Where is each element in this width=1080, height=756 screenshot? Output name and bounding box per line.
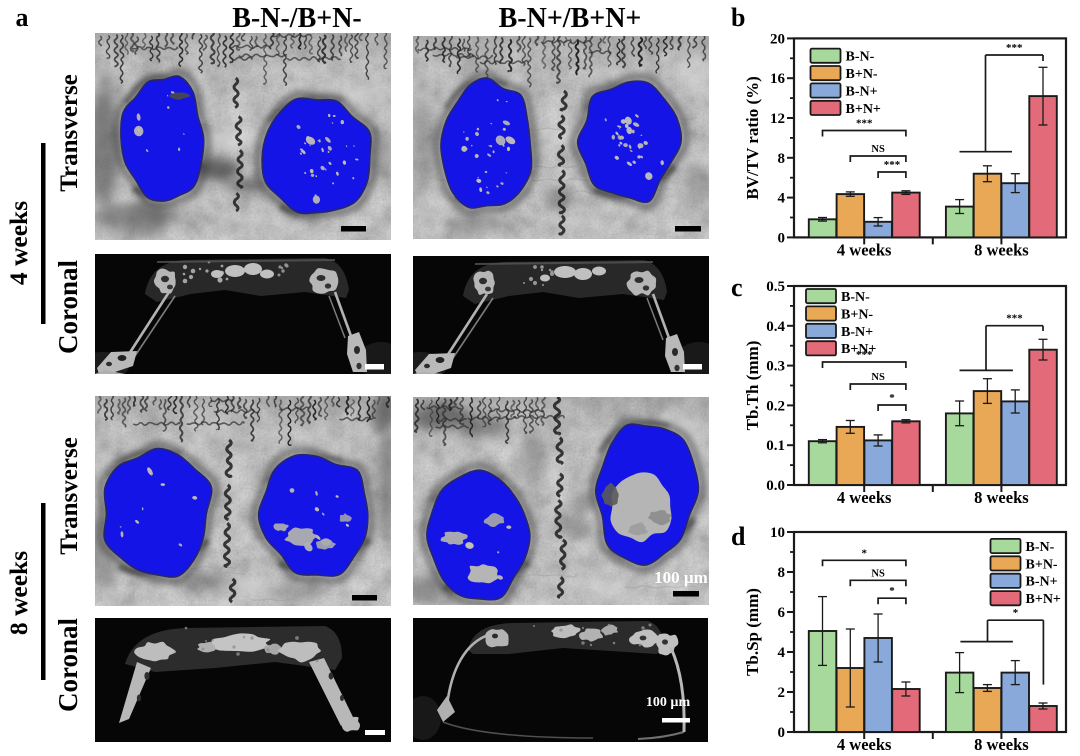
svg-text:2: 2 — [778, 685, 786, 701]
svg-text:16: 16 — [770, 71, 786, 87]
svg-text:0: 0 — [778, 230, 786, 246]
svg-text:b: b — [731, 3, 745, 32]
svg-text:*: * — [861, 547, 867, 559]
svg-text:0.2: 0.2 — [766, 398, 785, 414]
svg-text:B-N+: B-N+ — [841, 325, 873, 340]
svg-text:Transverse: Transverse — [56, 74, 83, 192]
svg-text:***: *** — [1006, 313, 1023, 325]
svg-text:B+N-: B+N- — [1026, 557, 1058, 572]
svg-text:6: 6 — [778, 605, 786, 621]
svg-text:*: * — [889, 585, 895, 597]
svg-text:Transverse: Transverse — [56, 437, 83, 555]
svg-text:BV/TV ratio (%): BV/TV ratio (%) — [743, 76, 762, 199]
svg-text:B-N+/B+N+: B-N+/B+N+ — [499, 3, 642, 34]
svg-text:10: 10 — [770, 525, 785, 541]
svg-text:0: 0 — [778, 725, 786, 741]
svg-text:***: *** — [856, 349, 873, 361]
svg-text:B+N-: B+N- — [841, 307, 873, 322]
svg-text:B-N+: B-N+ — [1026, 575, 1058, 590]
svg-text:4 weeks: 4 weeks — [837, 735, 892, 754]
svg-text:B+N+: B+N+ — [846, 102, 881, 117]
svg-text:B+N-: B+N- — [846, 67, 878, 82]
svg-text:100 µm: 100 µm — [654, 568, 708, 587]
svg-text:4 weeks: 4 weeks — [837, 488, 892, 507]
svg-text:*: * — [1013, 607, 1019, 619]
svg-text:B+N+: B+N+ — [841, 342, 876, 357]
svg-text:Tb.Sp (mm): Tb.Sp (mm) — [743, 588, 762, 676]
svg-text:a: a — [16, 3, 29, 32]
svg-text:B-N+: B-N+ — [846, 84, 878, 99]
svg-text:20: 20 — [770, 31, 785, 47]
svg-text:Coronal: Coronal — [53, 617, 83, 712]
svg-text:12: 12 — [770, 111, 785, 127]
svg-text:8 weeks: 8 weeks — [4, 551, 33, 635]
svg-text:B-N-: B-N- — [1026, 540, 1055, 555]
svg-text:NS: NS — [871, 372, 885, 383]
svg-text:c: c — [731, 273, 743, 302]
svg-text:100 µm: 100 µm — [646, 695, 691, 710]
svg-text:B+N+: B+N+ — [1026, 592, 1061, 607]
svg-text:0.1: 0.1 — [766, 438, 785, 454]
svg-text:8 weeks: 8 weeks — [974, 488, 1029, 507]
svg-text:B-N-: B-N- — [846, 50, 875, 65]
svg-text:B-N-: B-N- — [841, 290, 870, 305]
svg-text:4: 4 — [778, 191, 786, 207]
svg-text:Tb.Th (mm): Tb.Th (mm) — [743, 341, 762, 431]
svg-text:***: *** — [884, 159, 901, 171]
svg-text:8 weeks: 8 weeks — [974, 735, 1029, 754]
svg-text:8 weeks: 8 weeks — [974, 240, 1029, 259]
svg-text:8: 8 — [778, 151, 786, 167]
svg-text:***: *** — [856, 118, 873, 130]
svg-text:B-N-/B+N-: B-N-/B+N- — [232, 3, 362, 34]
svg-text:8: 8 — [778, 565, 786, 581]
svg-text:NS: NS — [871, 568, 885, 579]
svg-text:NS: NS — [871, 144, 885, 155]
svg-text:0.5: 0.5 — [766, 279, 785, 295]
svg-text:0.4: 0.4 — [766, 319, 785, 335]
svg-text:***: *** — [1006, 42, 1023, 54]
svg-text:*: * — [889, 392, 895, 404]
svg-text:4: 4 — [778, 645, 786, 661]
svg-text:0.0: 0.0 — [766, 478, 785, 494]
svg-text:4 weeks: 4 weeks — [837, 240, 892, 259]
svg-text:Coronal: Coronal — [53, 259, 83, 354]
svg-text:4 weeks: 4 weeks — [4, 201, 33, 285]
svg-text:d: d — [731, 522, 746, 551]
svg-text:0.3: 0.3 — [766, 359, 785, 375]
